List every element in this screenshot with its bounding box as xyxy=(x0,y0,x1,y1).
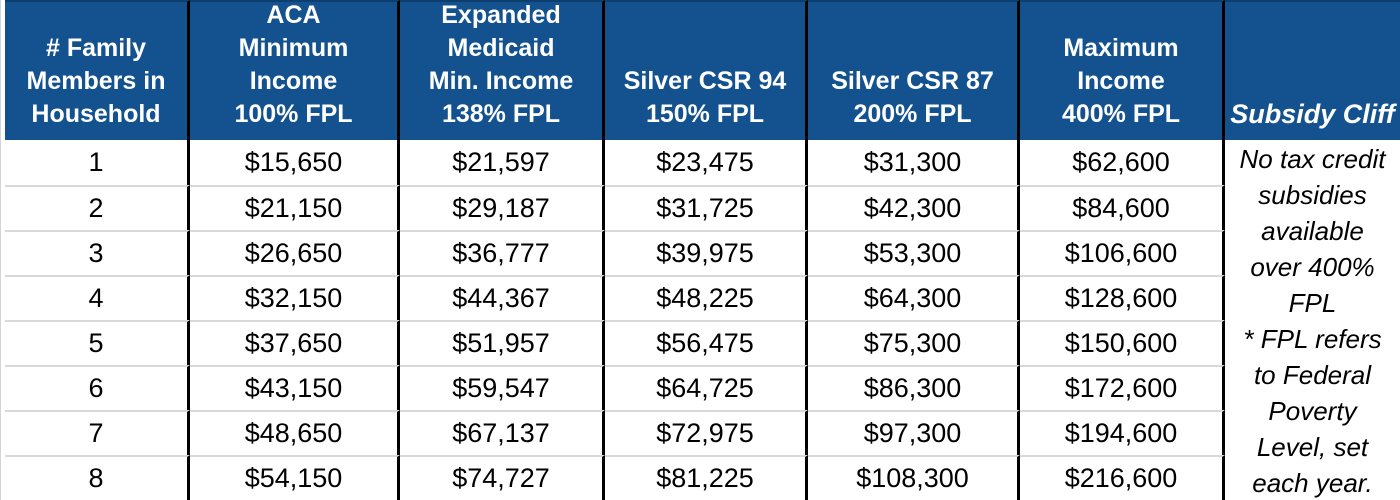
silver-csr-94-cell: $56,475 xyxy=(605,320,808,365)
expanded-medicaid-cell: $67,137 xyxy=(400,410,605,455)
maximum-income-cell: $106,600 xyxy=(1020,230,1225,275)
note-line: subsidies xyxy=(1258,180,1367,210)
aca-income-limits-table: # Family Members in Household ACA Minimu… xyxy=(5,0,1400,500)
column-header-family-members: # Family Members in Household xyxy=(5,0,190,140)
expanded-medicaid-cell: $44,367 xyxy=(400,275,605,320)
household-size-cell: 5 xyxy=(5,320,190,365)
household-size-cell: 3 xyxy=(5,230,190,275)
maximum-income-cell: $128,600 xyxy=(1020,275,1225,320)
household-size-cell: 7 xyxy=(5,410,190,455)
silver-csr-94-cell: $81,225 xyxy=(605,455,808,500)
maximum-income-cell: $194,600 xyxy=(1020,410,1225,455)
silver-csr-94-cell: $64,725 xyxy=(605,365,808,410)
household-size-cell: 2 xyxy=(5,185,190,230)
note-line: each year. xyxy=(1252,468,1373,498)
maximum-income-cell: $150,600 xyxy=(1020,320,1225,365)
silver-csr-87-cell: $75,300 xyxy=(808,320,1020,365)
aca-minimum-income-cell: $15,650 xyxy=(190,140,400,185)
expanded-medicaid-cell: $21,597 xyxy=(400,140,605,185)
maximum-income-cell: $84,600 xyxy=(1020,185,1225,230)
note-line: FPL xyxy=(1288,288,1337,318)
aca-minimum-income-cell: $32,150 xyxy=(190,275,400,320)
column-header-expanded-medicaid: Expanded Medicaid Min. Income 138% FPL xyxy=(400,0,605,140)
household-size-cell: 6 xyxy=(5,365,190,410)
note-line: available xyxy=(1261,216,1364,246)
maximum-income-cell: $172,600 xyxy=(1020,365,1225,410)
note-line: Level, set xyxy=(1256,432,1369,462)
silver-csr-87-cell: $42,300 xyxy=(808,185,1020,230)
aca-minimum-income-cell: $54,150 xyxy=(190,455,400,500)
silver-csr-94-cell: $72,975 xyxy=(605,410,808,455)
subsidy-cliff-note: No tax credit subsidies available over 4… xyxy=(1225,140,1400,500)
aca-minimum-income-cell: $26,650 xyxy=(190,230,400,275)
household-size-cell: 1 xyxy=(5,140,190,185)
silver-csr-87-cell: $64,300 xyxy=(808,275,1020,320)
silver-csr-87-cell: $108,300 xyxy=(808,455,1020,500)
aca-minimum-income-cell: $37,650 xyxy=(190,320,400,365)
maximum-income-cell: $62,600 xyxy=(1020,140,1225,185)
expanded-medicaid-cell: $51,957 xyxy=(400,320,605,365)
note-line: over 400% xyxy=(1250,252,1375,282)
note-line: to Federal xyxy=(1253,360,1372,390)
silver-csr-94-cell: $39,975 xyxy=(605,230,808,275)
note-line: No tax credit xyxy=(1239,144,1386,174)
silver-csr-87-cell: $97,300 xyxy=(808,410,1020,455)
silver-csr-94-cell: $31,725 xyxy=(605,185,808,230)
aca-minimum-income-cell: $43,150 xyxy=(190,365,400,410)
expanded-medicaid-cell: $74,727 xyxy=(400,455,605,500)
silver-csr-94-cell: $48,225 xyxy=(605,275,808,320)
column-header-aca-minimum-income: ACA Minimum Income 100% FPL xyxy=(190,0,400,140)
household-size-cell: 8 xyxy=(5,455,190,500)
note-line: Poverty xyxy=(1268,396,1357,426)
expanded-medicaid-cell: $36,777 xyxy=(400,230,605,275)
column-header-subsidy-cliff: Subsidy Cliff xyxy=(1225,0,1400,140)
column-header-maximum-income: Maximum Income 400% FPL xyxy=(1020,0,1225,140)
column-header-silver-csr-87: Silver CSR 87 200% FPL xyxy=(808,0,1020,140)
column-header-silver-csr-94: Silver CSR 94 150% FPL xyxy=(605,0,808,140)
silver-csr-87-cell: $53,300 xyxy=(808,230,1020,275)
expanded-medicaid-cell: $59,547 xyxy=(400,365,605,410)
maximum-income-cell: $216,600 xyxy=(1020,455,1225,500)
note-line: * FPL refers xyxy=(1243,324,1382,354)
expanded-medicaid-cell: $29,187 xyxy=(400,185,605,230)
aca-minimum-income-cell: $21,150 xyxy=(190,185,400,230)
aca-minimum-income-cell: $48,650 xyxy=(190,410,400,455)
silver-csr-87-cell: $31,300 xyxy=(808,140,1020,185)
silver-csr-87-cell: $86,300 xyxy=(808,365,1020,410)
household-size-cell: 4 xyxy=(5,275,190,320)
silver-csr-94-cell: $23,475 xyxy=(605,140,808,185)
